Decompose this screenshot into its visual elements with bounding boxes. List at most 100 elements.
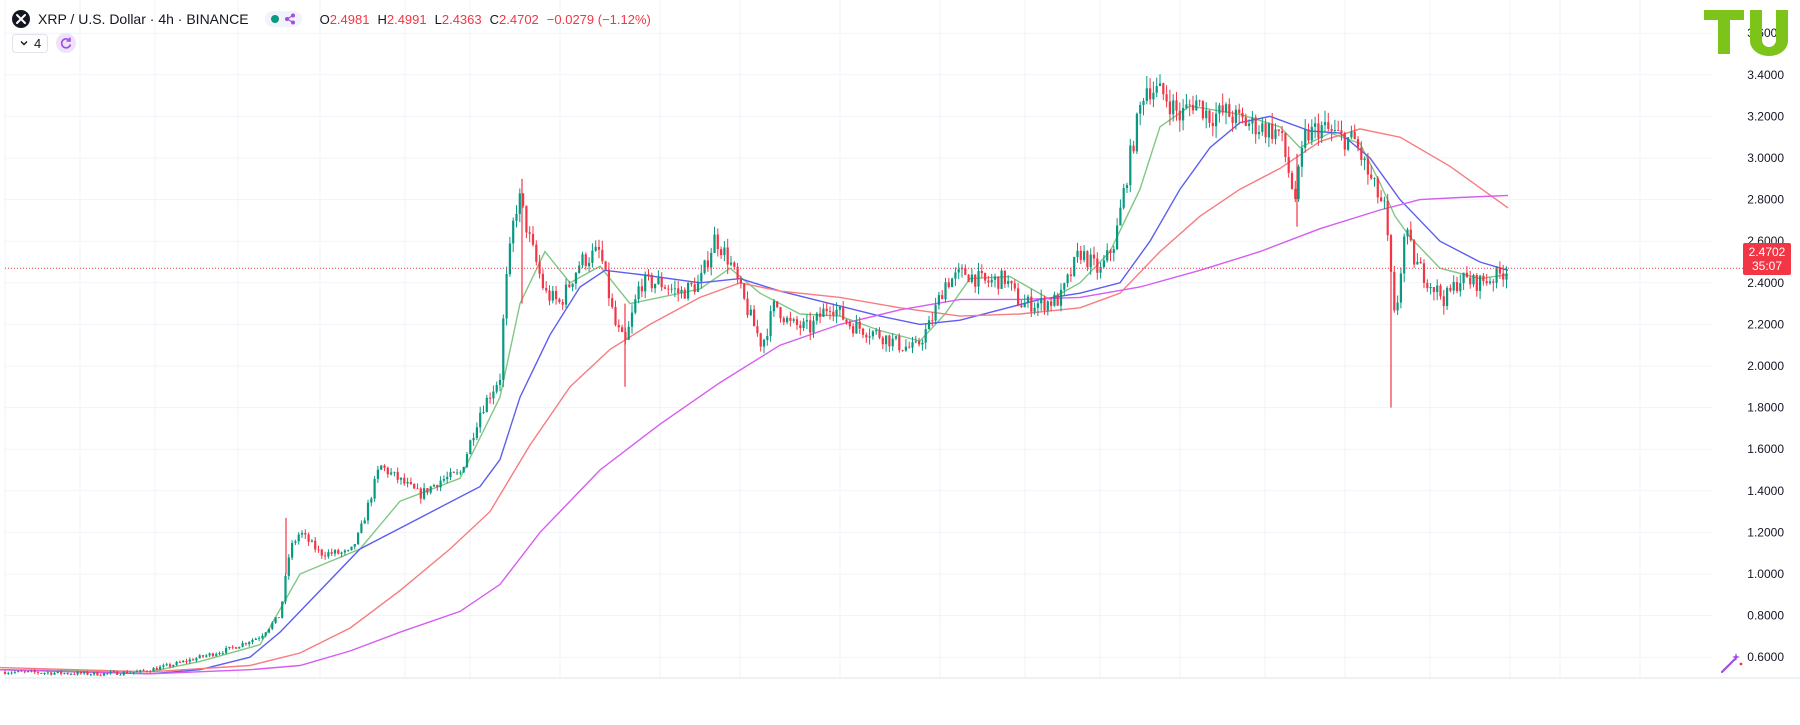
candle [852, 323, 855, 337]
candle [168, 662, 172, 669]
candle [1218, 103, 1221, 123]
candle [56, 671, 59, 674]
candle [515, 205, 518, 228]
candle [512, 217, 515, 253]
candle [1023, 294, 1026, 308]
candle [502, 314, 505, 388]
candle [1406, 227, 1409, 245]
candle [947, 277, 950, 289]
candlestick-series [3, 74, 1508, 677]
candle [528, 226, 531, 243]
candle [1198, 99, 1201, 107]
candle [881, 335, 884, 350]
candle [132, 672, 135, 675]
candle [541, 269, 544, 291]
magic-wand-icon[interactable] [1718, 650, 1744, 676]
candle [96, 671, 99, 676]
candle [1168, 89, 1171, 126]
candle [607, 262, 610, 306]
candle [1347, 137, 1350, 152]
candle [617, 319, 620, 332]
current-price-value: 2.4702 [1748, 245, 1786, 259]
candle [7, 671, 10, 675]
candle [403, 473, 406, 486]
moving-average-lines [0, 105, 1509, 675]
candle [53, 672, 56, 675]
candle [1244, 113, 1247, 127]
price-axis-tick-label: 3.0000 [1747, 151, 1784, 165]
indicators-toggle[interactable]: 4 [12, 33, 49, 53]
candle [386, 466, 389, 478]
candle [472, 432, 475, 446]
candle [1343, 131, 1346, 157]
candle [1059, 283, 1063, 312]
sync-button[interactable] [56, 33, 77, 53]
candle [1462, 272, 1465, 290]
candle [634, 294, 637, 315]
candle [888, 334, 891, 352]
candle [324, 551, 327, 560]
candle [901, 349, 904, 352]
market-open-dot [270, 15, 279, 23]
candle [1238, 103, 1241, 125]
candle [548, 285, 551, 306]
price-axis-tick-label: 0.8000 [1747, 609, 1784, 623]
candle [446, 471, 449, 484]
candle [1340, 120, 1343, 141]
market-status-pill[interactable] [264, 11, 302, 27]
candle [241, 640, 244, 648]
candle [1017, 282, 1020, 307]
ohlc-change: −0.0279 (−1.12%) [546, 11, 651, 27]
candle [1416, 253, 1419, 265]
candle [871, 330, 874, 340]
candle [459, 470, 462, 476]
candle [13, 670, 16, 674]
candle [165, 662, 168, 667]
candle [314, 537, 317, 553]
candle [1079, 246, 1082, 265]
candle [188, 657, 191, 664]
candle [911, 336, 914, 354]
candle [76, 670, 79, 676]
candle [904, 339, 907, 352]
candle [330, 548, 333, 556]
candle [604, 260, 607, 271]
candle [126, 669, 129, 674]
candle [538, 255, 541, 279]
candle [1185, 94, 1188, 110]
candle [957, 263, 960, 280]
candle [264, 632, 267, 638]
candle [1175, 92, 1178, 121]
candle [1112, 245, 1115, 262]
candle [568, 280, 571, 289]
candle [964, 264, 967, 276]
candle [1135, 112, 1138, 154]
candle [271, 621, 274, 631]
candle [109, 670, 112, 675]
candle [317, 545, 320, 553]
candle [644, 271, 647, 299]
candle [1000, 268, 1003, 289]
candle [1020, 299, 1023, 308]
share-icon [284, 13, 295, 25]
candle [1036, 299, 1039, 317]
candle [1337, 120, 1340, 132]
candle [320, 548, 323, 559]
candle [776, 301, 779, 309]
candle [423, 483, 426, 501]
candle [1290, 170, 1294, 190]
symbol-title[interactable]: XRP / U.S. Dollar · 4h · BINANCE [38, 11, 249, 27]
candle [234, 646, 238, 649]
candle [66, 672, 69, 675]
candle [215, 652, 218, 657]
candle [759, 332, 762, 352]
candle [941, 290, 944, 300]
candle [1439, 283, 1442, 300]
refresh-icon [61, 37, 72, 49]
candle [980, 264, 983, 279]
candle [152, 667, 155, 672]
candle [1003, 270, 1006, 288]
candle [927, 315, 931, 330]
candle [1366, 152, 1369, 185]
